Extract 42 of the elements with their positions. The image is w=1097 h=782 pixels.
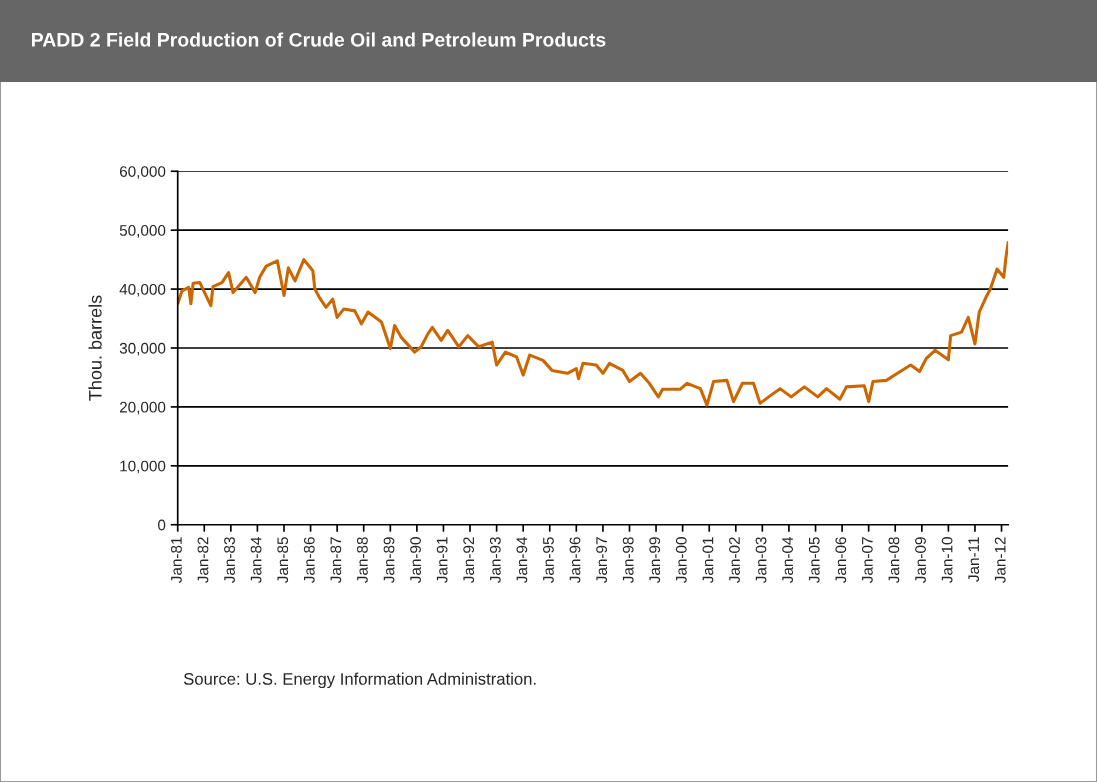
x-tick-label: Jan-98	[622, 537, 634, 583]
y-tick-label: 0	[158, 519, 166, 531]
x-tick-label: Jan-88	[356, 537, 368, 583]
y-tick-label: 40,000	[119, 283, 166, 297]
chart-title: PADD 2 Field Production of Crude Oil and Petroleum Products	[32, 32, 606, 47]
source-note: Source: U.S. Energy Information Administration.	[183, 672, 536, 689]
x-tick-label: Jan-00	[675, 537, 687, 583]
x-tick-label: Jan-02	[729, 537, 740, 583]
x-tick-label: Jan-95	[543, 537, 554, 583]
x-tick-label: Jan-08	[888, 537, 900, 583]
x-tick-label: Jan-05	[808, 537, 820, 583]
x-tick-label: Jan-82	[197, 537, 209, 583]
x-tick-label: Jan-93	[489, 537, 501, 583]
x-tick-label: Jan-10	[941, 537, 953, 583]
y-tick-label: 10,000	[120, 460, 166, 474]
x-tick-label: Jan-97	[596, 537, 608, 583]
x-tick-label: Jan-81	[171, 537, 182, 583]
x-tick-label: Jan-04	[782, 536, 794, 583]
x-tick-label: Jan-90	[410, 537, 421, 583]
x-tick-label: Jan-86	[303, 537, 315, 583]
y-tick-label: 50,000	[119, 225, 166, 238]
x-tick-label: Jan-87	[330, 537, 342, 583]
x-tick-label: Jan-85	[277, 537, 289, 583]
x-tick-label: Jan-83	[224, 537, 235, 583]
x-tick-label: Jan-06	[835, 537, 847, 583]
x-tick-label: Jan-12	[994, 537, 1006, 583]
x-tick-label: Jan-84	[250, 536, 262, 583]
x-tick-label: Jan-94	[516, 536, 528, 583]
x-tick-label: Jan-11	[968, 537, 980, 582]
x-tick-label: Jan-09	[915, 537, 926, 583]
y-tick-label: 30,000	[119, 342, 166, 356]
x-tick-label: Jan-01	[702, 537, 714, 583]
y-tick-label: 60,000	[119, 166, 166, 179]
y-tick-label: 20,000	[119, 401, 166, 415]
x-tick-label: Jan-89	[383, 537, 395, 583]
x-tick-label: Jan-91	[436, 537, 448, 583]
x-tick-label: Jan-07	[861, 537, 873, 583]
x-tick-label: Jan-99	[649, 537, 661, 583]
y-axis-title: Thou. barrels	[88, 295, 102, 401]
x-tick-label: Jan-96	[569, 537, 581, 583]
x-tick-label: Jan-92	[463, 537, 475, 583]
x-tick-label: Jan-03	[755, 537, 767, 583]
